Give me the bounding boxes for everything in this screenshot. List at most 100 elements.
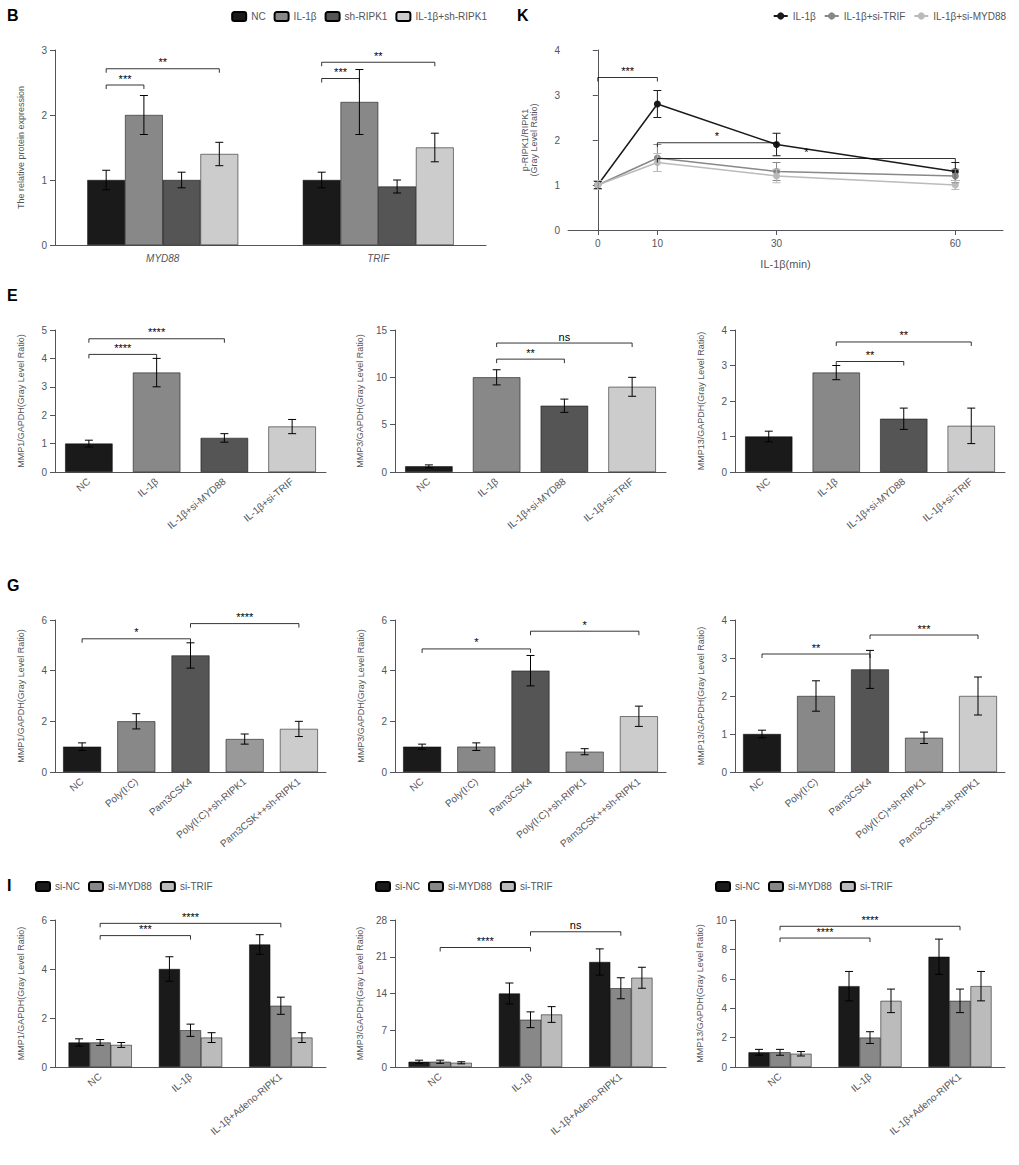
svg-text:***: *** bbox=[139, 923, 153, 935]
svg-text:B: B bbox=[7, 7, 19, 24]
svg-text:0: 0 bbox=[381, 767, 387, 778]
svg-text:MMP1/GAPDH(Gray Level Ratio): MMP1/GAPDH(Gray Level Ratio) bbox=[16, 629, 26, 763]
svg-text:E: E bbox=[7, 287, 18, 304]
svg-text:4: 4 bbox=[721, 325, 727, 336]
svg-text:NC: NC bbox=[407, 776, 425, 794]
svg-text:2: 2 bbox=[721, 396, 727, 407]
svg-text:3: 3 bbox=[41, 381, 47, 392]
svg-text:****: **** bbox=[816, 926, 834, 938]
svg-text:MMP3/GAPDH(Gray Level Ratio): MMP3/GAPDH(Gray Level Ratio) bbox=[355, 927, 365, 1061]
svg-text:IL-1β+Adeno-RIPK1: IL-1β+Adeno-RIPK1 bbox=[888, 1071, 964, 1138]
svg-text:2: 2 bbox=[721, 1032, 727, 1043]
svg-text:1: 1 bbox=[721, 431, 727, 442]
svg-text:**: ** bbox=[866, 349, 875, 361]
svg-text:5: 5 bbox=[41, 325, 47, 336]
svg-text:MMP1/GAPDH(Gray Level Ratio): MMP1/GAPDH(Gray Level Ratio) bbox=[16, 334, 26, 468]
svg-text:NC: NC bbox=[426, 1071, 444, 1089]
svg-text:3: 3 bbox=[554, 90, 560, 101]
svg-text:IL-1β: IL-1β bbox=[135, 476, 160, 499]
svg-text:****: **** bbox=[236, 611, 254, 623]
svg-text:*: * bbox=[134, 626, 139, 638]
svg-text:si-MYD88: si-MYD88 bbox=[448, 881, 492, 892]
svg-text:8: 8 bbox=[721, 944, 727, 955]
svg-text:MMP13/GAPDH(Gray Level Ratio): MMP13/GAPDH(Gray Level Ratio) bbox=[696, 332, 706, 471]
svg-text:15: 15 bbox=[376, 325, 388, 336]
svg-text:1: 1 bbox=[41, 175, 47, 186]
svg-text:MMP1/GAPDH(Gray Level Ratio): MMP1/GAPDH(Gray Level Ratio) bbox=[16, 927, 26, 1061]
svg-text:**: ** bbox=[812, 642, 821, 654]
svg-text:si-NC: si-NC bbox=[735, 881, 760, 892]
svg-text:2: 2 bbox=[41, 410, 47, 421]
svg-text:****: **** bbox=[148, 326, 166, 338]
svg-text:3: 3 bbox=[721, 360, 727, 371]
svg-text:*: * bbox=[474, 636, 479, 648]
svg-text:0: 0 bbox=[41, 767, 47, 778]
svg-text:IL-1β: IL-1β bbox=[793, 11, 816, 22]
svg-text:7: 7 bbox=[381, 1025, 387, 1036]
svg-text:IL-1β+si-TRIF: IL-1β+si-TRIF bbox=[581, 476, 635, 524]
svg-text:Poly(I:C): Poly(I:C) bbox=[443, 776, 480, 809]
svg-text:IL-1β: IL-1β bbox=[294, 11, 317, 22]
svg-text:(Gray Level Ratio): (Gray Level Ratio) bbox=[529, 103, 539, 176]
svg-text:2: 2 bbox=[381, 716, 387, 727]
svg-text:NC: NC bbox=[747, 776, 765, 794]
svg-text:10: 10 bbox=[376, 372, 388, 383]
svg-text:MMP13/GAPDH(Gray Level Ratio): MMP13/GAPDH(Gray Level Ratio) bbox=[695, 924, 705, 1063]
svg-text:5: 5 bbox=[381, 419, 387, 430]
svg-text:****: **** bbox=[477, 935, 495, 947]
svg-text:**: ** bbox=[526, 347, 535, 359]
svg-text:NC: NC bbox=[86, 1071, 104, 1089]
svg-text:NC: NC bbox=[414, 476, 432, 494]
svg-text:IL-1β+Adeno-RIPK1: IL-1β+Adeno-RIPK1 bbox=[208, 1071, 284, 1138]
svg-text:4: 4 bbox=[41, 665, 47, 676]
svg-text:***: *** bbox=[918, 623, 932, 635]
svg-text:0: 0 bbox=[721, 767, 727, 778]
svg-text:si-TRIF: si-TRIF bbox=[520, 881, 553, 892]
svg-text:IL-1β+si-MYD88: IL-1β+si-MYD88 bbox=[845, 476, 908, 531]
svg-text:****: **** bbox=[114, 342, 132, 354]
svg-text:IL-1β: IL-1β bbox=[475, 476, 500, 499]
svg-text:IL-1β(min): IL-1β(min) bbox=[760, 258, 810, 270]
svg-text:Pam3CSK++sh-RIPK1: Pam3CSK++sh-RIPK1 bbox=[897, 776, 982, 850]
svg-text:Pam3CSK4: Pam3CSK4 bbox=[147, 776, 194, 818]
svg-text:****: **** bbox=[182, 911, 200, 923]
svg-text:0: 0 bbox=[381, 467, 387, 478]
svg-text:ns: ns bbox=[570, 919, 582, 931]
svg-text:2: 2 bbox=[554, 135, 560, 146]
svg-text:4: 4 bbox=[41, 353, 47, 364]
svg-text:TRIF: TRIF bbox=[367, 253, 390, 264]
svg-text:28: 28 bbox=[376, 915, 388, 926]
svg-text:4: 4 bbox=[381, 665, 387, 676]
svg-text:4: 4 bbox=[41, 964, 47, 975]
svg-text:IL-1β+Adeno-RIPK1: IL-1β+Adeno-RIPK1 bbox=[548, 1071, 624, 1138]
svg-text:ns: ns bbox=[559, 331, 571, 343]
svg-text:****: **** bbox=[861, 914, 879, 926]
svg-text:Poly(I:C): Poly(I:C) bbox=[783, 776, 820, 809]
svg-text:1: 1 bbox=[721, 729, 727, 740]
svg-text:0: 0 bbox=[41, 240, 47, 251]
svg-text:6: 6 bbox=[41, 615, 47, 626]
svg-text:60: 60 bbox=[950, 238, 962, 249]
svg-text:1: 1 bbox=[41, 438, 47, 449]
svg-text:**: ** bbox=[374, 50, 383, 62]
svg-text:**: ** bbox=[158, 56, 167, 68]
svg-text:Pam3CSK++sh-RIPK1: Pam3CSK++sh-RIPK1 bbox=[558, 776, 643, 850]
svg-text:IL-1β: IL-1β bbox=[169, 1071, 194, 1094]
svg-text:NC: NC bbox=[765, 1071, 783, 1089]
svg-text:si-MYD88: si-MYD88 bbox=[788, 881, 832, 892]
svg-text:0: 0 bbox=[381, 1062, 387, 1073]
svg-text:IL-1β: IL-1β bbox=[815, 476, 840, 499]
svg-text:G: G bbox=[7, 577, 19, 594]
svg-text:2: 2 bbox=[721, 691, 727, 702]
svg-text:I: I bbox=[7, 877, 11, 894]
svg-text:2: 2 bbox=[41, 110, 47, 121]
svg-text:IL-1β+si-MYD88: IL-1β+si-MYD88 bbox=[165, 476, 228, 531]
svg-text:NC: NC bbox=[74, 476, 92, 494]
svg-text:si-MYD88: si-MYD88 bbox=[108, 881, 152, 892]
svg-text:4: 4 bbox=[554, 45, 560, 56]
svg-text:***: *** bbox=[119, 73, 133, 85]
svg-text:IL-1β+sh-RIPK1: IL-1β+sh-RIPK1 bbox=[415, 11, 487, 22]
svg-text:2: 2 bbox=[41, 1013, 47, 1024]
svg-text:IL-1β+si-MYD88: IL-1β+si-MYD88 bbox=[933, 11, 1006, 22]
svg-text:si-TRIF: si-TRIF bbox=[860, 881, 893, 892]
